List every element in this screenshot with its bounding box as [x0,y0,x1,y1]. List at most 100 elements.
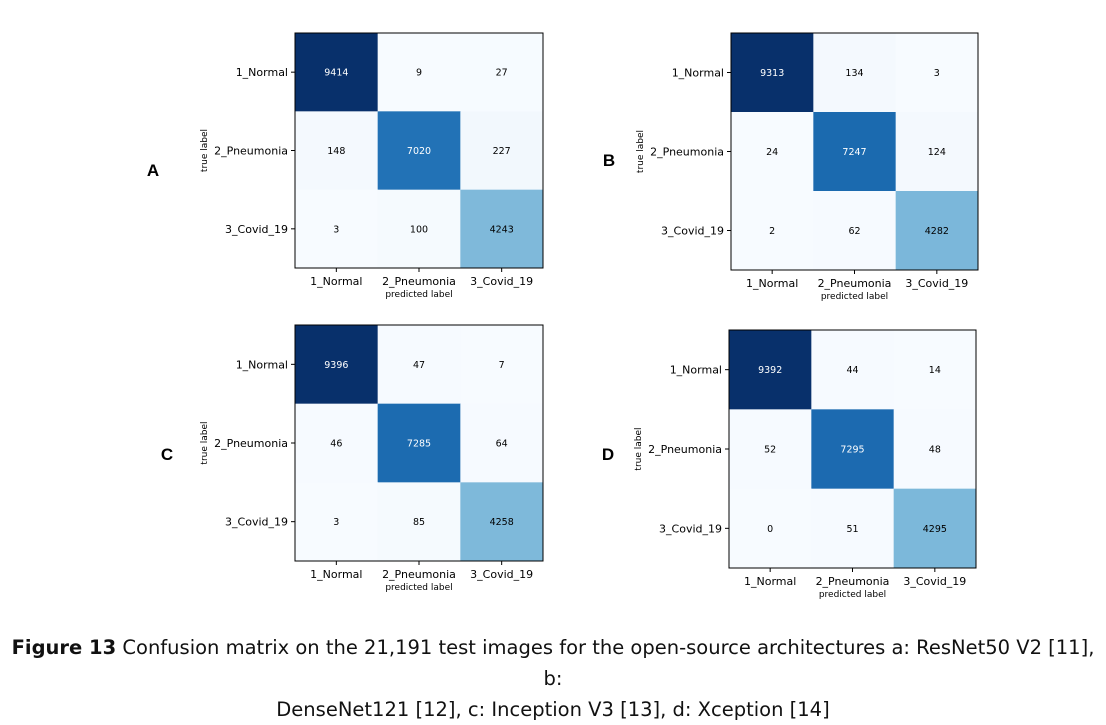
panel-b-cell-2-1 [813,191,897,271]
panel-a-x-tick-label-2: 3_Covid_19 [470,275,533,288]
panel-b-cell-value-2-0: 2 [769,226,775,237]
panel-d-cell-2-1 [811,488,895,569]
panel-c-cell-value-1-0: 46 [330,439,342,450]
panel-b-cell-value-2-2: 4282 [925,226,949,237]
panel-d-cell-value-1-0: 52 [764,445,776,456]
panel-b-cell-value-0-2: 3 [934,68,940,79]
panel-c-cell-1-0 [295,403,379,483]
panel-a-y-tick-label-1: 2_Pneumonia [214,145,288,158]
caption-line-2: DenseNet121 [12], c: Inception V3 [13], … [276,698,830,721]
panel-a-cell-value-1-2: 227 [493,146,511,157]
panel-c-cell-value-1-1: 7285 [407,439,431,450]
panel-b-cell-1-0 [731,112,814,192]
panel-b-cell-0-2 [895,33,979,113]
panel-d-cell-2-0 [729,488,812,569]
panel-b-cell-2-0 [731,191,814,271]
panel-d-cell-2-2 [893,488,977,569]
panel-b-cell-value-1-1: 7247 [842,147,866,158]
caption-label: Figure 13 [11,636,117,659]
panel-d-x-tick-label-0: 1_Normal [744,575,796,588]
panel-b-cell-1-2 [895,112,979,192]
panel-a-cell-0-0 [295,33,379,112]
panel-c-cell-value-2-2: 4258 [490,517,514,528]
panel-b-cell-value-0-0: 9313 [760,68,784,79]
panel-a-cell-value-1-0: 148 [327,146,345,157]
panel-c-y-tick-label-0: 1_Normal [236,358,288,371]
panel-b-x-tick-label-0: 1_Normal [746,277,798,290]
panel-a-cell-1-1 [377,111,461,191]
panel-c-cell-value-0-1: 47 [413,360,425,371]
panel-c-cell-0-1 [377,325,461,405]
panel-c-cell-value-2-1: 85 [413,517,425,528]
panel-d-cell-0-1 [811,330,895,410]
panel-c-cell-1-1 [377,403,461,483]
panel-c-x-tick-label-2: 3_Covid_19 [470,568,533,581]
panel-d-x-axis-label: predicted label [819,590,886,600]
panel-d-cell-value-0-2: 14 [929,365,941,376]
panel-b-cell-value-2-1: 62 [848,226,860,237]
panel-a-y-tick-label-2: 3_Covid_19 [225,223,288,236]
panel-c-x-tick-label-0: 1_Normal [310,568,362,581]
panel-a-y-tick-label-0: 1_Normal [236,66,288,79]
panel-d-cell-value-1-1: 7295 [840,445,864,456]
panel-c-x-tick-label-1: 2_Pneumonia [382,568,456,581]
panel-c-cell-1-2 [460,403,544,483]
panel-a-y-axis-label: true label [200,129,210,172]
panel-c-cell-2-0 [295,482,379,562]
panel-d-cell-0-2 [893,330,977,410]
panel-b-y-tick-label-1: 2_Pneumonia [650,146,724,159]
panel-a-cell-1-0 [295,111,379,191]
panel-b-y-tick-label-2: 3_Covid_19 [661,225,724,238]
panel-a-cell-2-2 [460,189,544,269]
panel-d-cell-value-0-0: 9392 [758,365,782,376]
panel-a-cell-1-2 [460,111,544,191]
panel-d-x-tick-label-2: 3_Covid_19 [903,575,966,588]
panel-a-cell-value-0-0: 9414 [324,68,348,79]
panel-b-cell-2-2 [895,191,979,271]
figure-caption: Figure 13 Confusion matrix on the 21,191… [0,632,1106,725]
panel-c-cell-value-2-0: 3 [333,517,339,528]
panel-a-cell-value-2-2: 4243 [490,224,514,235]
panel-a-cell-0-2 [460,33,544,112]
panel-c-cell-0-2 [460,325,544,405]
panel-a-cell-value-1-1: 7020 [407,146,431,157]
panel-c-cell-2-1 [377,482,461,562]
panel-c-cell-0-0 [295,325,379,405]
caption-line-1: Confusion matrix on the 21,191 test imag… [122,636,1095,690]
panel-d-x-tick-label-1: 2_Pneumonia [816,575,890,588]
panel-c-y-tick-label-1: 2_Pneumonia [214,437,288,450]
panel-c-y-tick-label-2: 3_Covid_19 [225,516,288,529]
panel-b-y-axis-label: true label [636,130,646,173]
panel-d-cell-value-2-2: 4295 [923,524,947,535]
panel-a-x-tick-label-0: 1_Normal [310,275,362,288]
panel-b-cell-value-0-1: 134 [845,68,863,79]
panel-d-cell-value-0-1: 44 [846,365,858,376]
panel-d-y-axis-label: true label [634,427,644,470]
panel-d-cell-value-2-0: 0 [767,524,773,535]
panel-b-x-tick-label-2: 3_Covid_19 [905,277,968,290]
panel-a-cell-value-0-1: 9 [416,68,422,79]
panel-a-cell-0-1 [377,33,461,112]
panel-c-label: C [161,445,173,464]
panel-c-cell-value-0-0: 9396 [324,360,348,371]
panel-d-cell-value-2-1: 51 [846,524,858,535]
panel-c-cell-value-0-2: 7 [499,360,505,371]
panel-b-x-tick-label-1: 2_Pneumonia [818,277,892,290]
panel-b-cell-value-1-2: 124 [928,147,946,158]
panel-c-y-axis-label: true label [200,421,210,464]
panel-b-cell-0-0 [731,33,814,113]
panel-a-cell-value-0-2: 27 [496,68,508,79]
panel-b-label: B [603,151,615,170]
panel-d-cell-value-1-2: 48 [929,445,941,456]
panel-b-x-axis-label: predicted label [821,292,888,302]
panel-b-cell-1-1 [813,112,897,192]
panel-d-y-tick-label-1: 2_Pneumonia [648,443,722,456]
panel-a-x-tick-label-1: 2_Pneumonia [382,275,456,288]
panel-d-y-tick-label-2: 3_Covid_19 [659,522,722,535]
panel-d-label: D [602,445,614,464]
panel-a-label: A [147,161,159,180]
panel-c-cell-value-1-2: 64 [496,439,508,450]
panel-a-cell-value-2-1: 100 [410,224,428,235]
panel-a-cell-value-2-0: 3 [333,224,339,235]
